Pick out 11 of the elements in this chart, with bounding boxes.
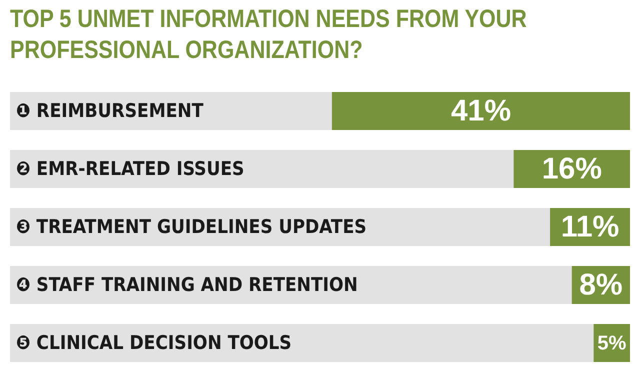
y-tick-label: ❷ EMR-RELATED ISSUES: [16, 158, 244, 180]
data-label: 5%: [597, 332, 626, 355]
y-tick-label: ❹ STAFF TRAINING AND RETENTION: [16, 274, 358, 296]
y-tick-label: ❸ TREATMENT GUIDELINES UPDATES: [16, 216, 367, 238]
y-tick-label: ❺ CLINICAL DECISION TOOLS: [16, 332, 292, 354]
chart-title: TOP 5 UNMET INFORMATION NEEDS FROM YOUR PROFESSIONAL ORGANIZATION?: [10, 4, 528, 66]
data-label: 8%: [579, 268, 623, 302]
data-label: 11%: [560, 210, 620, 244]
data-label: 16%: [542, 152, 602, 186]
y-tick-label: ❶ REIMBURSEMENT: [16, 100, 204, 122]
data-label: 41%: [450, 94, 511, 128]
